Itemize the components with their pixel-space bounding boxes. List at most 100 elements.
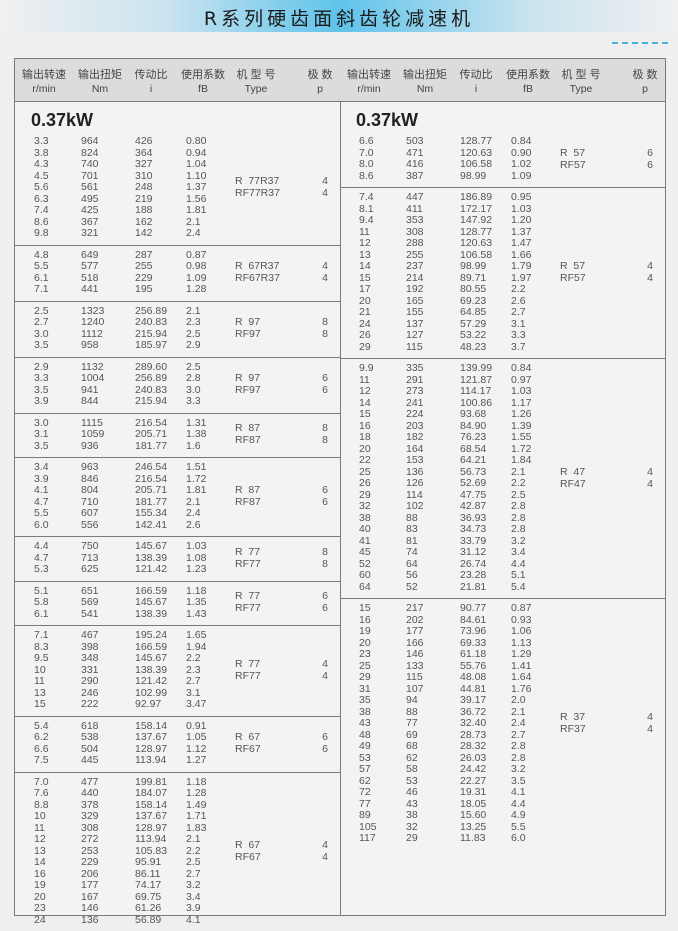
cell-torque: 102	[406, 501, 424, 513]
header-unit: Nm	[396, 83, 454, 95]
cell-torque: 440	[81, 788, 99, 800]
cell-speed: 3.5	[34, 441, 49, 453]
model-type: R 57	[560, 148, 585, 160]
cell-service-factor: 1.09	[511, 171, 531, 183]
pole-count: 8	[322, 559, 328, 571]
cell-ratio: 142.41	[135, 520, 167, 532]
cell-ratio: 90.77	[460, 603, 486, 615]
cell-torque: 607	[81, 508, 99, 520]
pole-count: 4	[647, 467, 653, 479]
cell-ratio: 93.68	[460, 409, 486, 421]
power-label: 0.37kW	[340, 102, 665, 132]
pole-count: 6	[322, 373, 328, 385]
cell-ratio: 52.69	[460, 478, 486, 490]
cell-speed: 40	[359, 524, 371, 536]
cell-ratio: 255	[135, 261, 153, 273]
header-label-zh: 机 型 号	[225, 66, 287, 82]
model-type: RF97	[235, 329, 261, 341]
cell-speed: 32	[359, 501, 371, 513]
cell-speed: 12	[359, 386, 371, 398]
model-type: R 97	[235, 317, 260, 329]
cell-speed: 29	[359, 342, 371, 354]
model-type: R 67	[235, 840, 260, 852]
model-type: RF47	[560, 479, 586, 491]
cell-service-factor: 1.43	[186, 609, 206, 621]
cell-torque: 425	[81, 205, 99, 217]
pole-count: 4	[647, 273, 653, 285]
cell-service-factor: 1.26	[511, 409, 531, 421]
cell-service-factor: 1.71	[186, 811, 206, 823]
cell-ratio: 138.39	[135, 609, 167, 621]
cell-speed: 5.5	[34, 508, 49, 520]
cell-service-factor: 1.81	[186, 205, 206, 217]
cell-service-factor: 1.51	[186, 462, 206, 474]
cell-torque: 58	[406, 764, 418, 776]
cell-ratio: 186.89	[460, 192, 492, 204]
cell-ratio: 215.94	[135, 396, 167, 408]
cell-torque: 958	[81, 340, 99, 352]
cell-speed: 6.1	[34, 609, 49, 621]
cell-speed: 22	[359, 455, 371, 467]
cell-ratio: 53.22	[460, 330, 486, 342]
cell-ratio: 188	[135, 205, 153, 217]
cell-torque: 217	[406, 603, 424, 615]
cell-speed: 3.5	[34, 340, 49, 352]
cell-service-factor: 3.3	[511, 330, 526, 342]
pole-count: 4	[322, 273, 328, 285]
cell-torque: 335	[406, 363, 424, 375]
cell-speed: 9.5	[34, 653, 49, 665]
cell-speed: 14	[34, 857, 46, 869]
cell-torque: 740	[81, 159, 99, 171]
model-type: R 87	[235, 485, 260, 497]
pole-count: 8	[322, 317, 328, 329]
cell-torque: 237	[406, 261, 424, 273]
pole-count: 6	[322, 732, 328, 744]
cell-speed: 3.3	[34, 373, 49, 385]
model-type: R 97	[235, 373, 260, 385]
cell-service-factor: 2.5	[186, 857, 201, 869]
cell-service-factor: 1.04	[186, 159, 206, 171]
cell-service-factor: 0.84	[511, 363, 531, 375]
cell-service-factor: 1.35	[186, 597, 206, 609]
cell-service-factor: 4.1	[186, 915, 201, 927]
model-type: RF57	[560, 160, 586, 172]
cell-ratio: 74.17	[135, 880, 161, 892]
cell-service-factor: 1.28	[186, 788, 206, 800]
cell-torque: 503	[406, 136, 424, 148]
cell-ratio: 31.12	[460, 547, 486, 559]
header-label-zh: 输出扭矩	[71, 66, 129, 82]
model-type: RF77	[235, 671, 261, 683]
cell-service-factor: 1.37	[186, 182, 206, 194]
cell-service-factor: 0.87	[511, 603, 531, 615]
